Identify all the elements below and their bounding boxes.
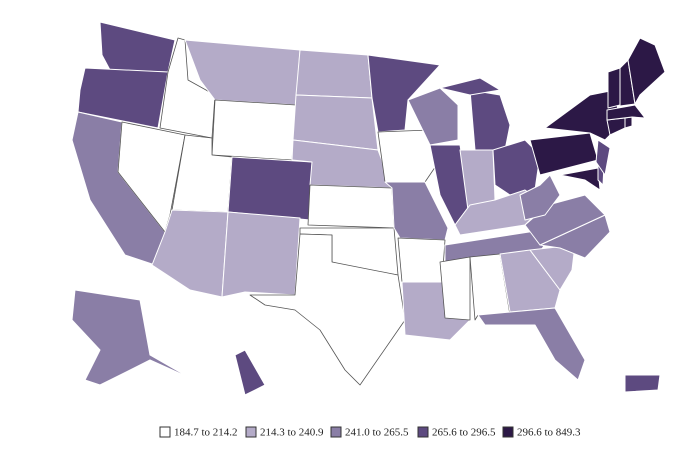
region	[377, 129, 441, 183]
legend-label: 214.3 to 240.9	[260, 427, 324, 439]
region	[627, 37, 666, 105]
region	[606, 117, 626, 136]
region	[606, 104, 646, 121]
region	[595, 139, 611, 176]
region	[221, 211, 301, 298]
region	[559, 167, 601, 191]
region	[211, 99, 297, 161]
region	[439, 256, 471, 321]
legend-label: 265.6 to 296.5	[432, 427, 496, 439]
region	[159, 37, 216, 139]
region	[71, 289, 191, 386]
legend: 184.7 to 214.2 214.3 to 240.9 241.0 to 265…	[159, 426, 581, 439]
legend-swatch	[330, 426, 342, 438]
legend-label: 241.0 to 265.5	[345, 427, 409, 439]
region	[529, 132, 599, 176]
legend-label: 296.6 to 849.3	[517, 427, 581, 439]
region	[367, 54, 441, 133]
region	[624, 374, 661, 393]
region	[397, 237, 446, 283]
region	[249, 233, 406, 386]
region	[477, 307, 586, 381]
region	[307, 184, 395, 229]
region	[607, 67, 621, 109]
region	[624, 116, 633, 129]
legend-swatch	[417, 426, 429, 438]
region	[407, 87, 459, 146]
legend-swatch	[502, 426, 514, 438]
region	[439, 77, 501, 96]
legend-label: 184.7 to 214.2	[174, 427, 238, 439]
region	[99, 21, 176, 73]
region	[295, 49, 373, 99]
legend-swatch	[159, 426, 171, 438]
region	[469, 89, 511, 151]
region	[519, 174, 561, 221]
states	[71, 21, 666, 396]
region	[77, 67, 169, 129]
legend-swatch	[245, 426, 257, 438]
region	[227, 156, 313, 221]
region	[234, 349, 266, 396]
region	[499, 249, 561, 313]
